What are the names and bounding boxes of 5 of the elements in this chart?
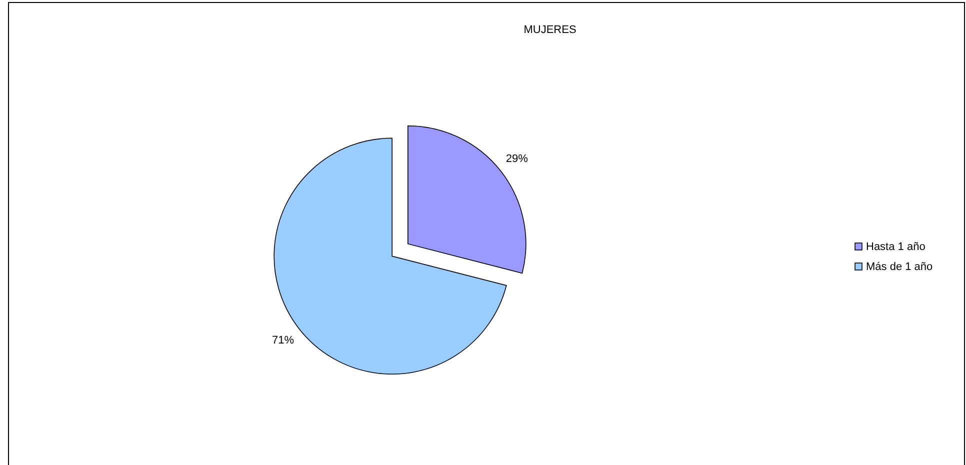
chart-title: MUJERES [524,24,576,36]
legend-label: Hasta 1 año [866,240,926,253]
legend-label: Más de 1 año [866,260,933,273]
data-label: 71% [272,334,294,347]
data-label: 29% [506,153,528,166]
